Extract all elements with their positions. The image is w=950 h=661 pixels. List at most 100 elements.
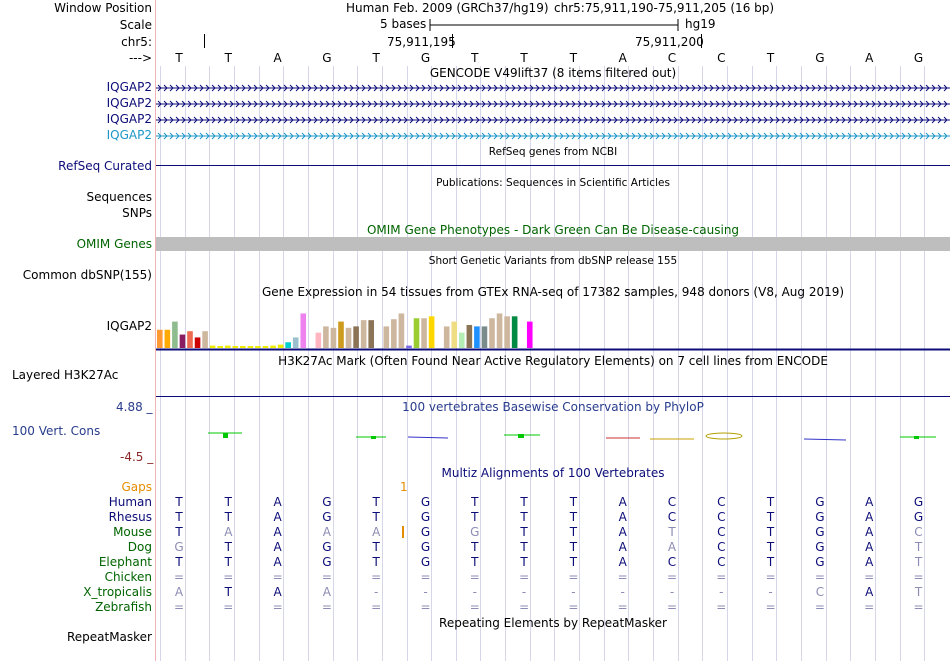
alignment-base: G [913, 510, 924, 524]
strand-chevron [571, 84, 576, 92]
gencode-gene-lines[interactable] [156, 80, 950, 144]
alignment-base: T [766, 495, 775, 509]
strand-chevron [415, 100, 420, 108]
strand-chevron [547, 132, 552, 140]
strand-chevron [577, 84, 582, 92]
position-label[interactable]: chr5:75,911,190-75,911,205 (16 bp) [554, 1, 775, 15]
gtex-gene-label[interactable]: IQGAP2 [106, 319, 152, 333]
strand-chevron [523, 100, 528, 108]
strand-chevron [793, 132, 798, 140]
species-label[interactable]: Rhesus [108, 510, 152, 524]
strand-chevron [493, 100, 498, 108]
species-label[interactable]: Human [108, 495, 152, 509]
strand-chevron [595, 132, 600, 140]
gtex-tissue-bar [300, 313, 307, 348]
strand-chevron [793, 84, 798, 92]
alignment-base: = [666, 600, 678, 614]
strand-chevron [877, 116, 882, 124]
strand-chevron [907, 132, 912, 140]
strand-chevron [907, 116, 912, 124]
omim-label[interactable]: OMIM Genes [76, 237, 152, 251]
gencode-gene-label[interactable]: IQGAP2 [106, 112, 152, 126]
strand-chevron [439, 116, 444, 124]
strand-chevron [313, 132, 318, 140]
species-label[interactable]: Dog [127, 540, 152, 554]
coord-tick [452, 34, 453, 48]
alignment-base: = [765, 570, 776, 584]
strand-chevron [337, 132, 342, 140]
repeatmasker-label[interactable]: RepeatMasker [66, 630, 152, 644]
gencode-gene-label[interactable]: IQGAP2 [106, 80, 152, 94]
strand-chevron [781, 100, 786, 108]
base-letter: G [913, 51, 924, 65]
alignment-base: A [865, 510, 874, 524]
strand-chevron [937, 116, 942, 124]
phylop-signal[interactable] [156, 428, 950, 444]
alignment-base: = [864, 570, 875, 584]
strand-chevron [613, 116, 618, 124]
alignment-base: T [471, 555, 479, 569]
coord-label-2: 75,911,200 [635, 35, 704, 49]
strand-chevron [883, 100, 888, 108]
gtex-tissue-bar [353, 326, 359, 348]
sequences-label[interactable]: Sequences [86, 190, 152, 204]
strand-chevron [775, 84, 780, 92]
alignment-base: A [618, 525, 627, 539]
alignment-base: = [272, 600, 283, 614]
refseq-label[interactable]: RefSeq Curated [58, 159, 152, 173]
species-label[interactable]: Mouse [113, 525, 152, 539]
strand-chevron [277, 116, 282, 124]
strand-chevron [757, 116, 762, 124]
alignment-base: = [321, 600, 332, 614]
species-label[interactable]: Chicken [104, 570, 152, 584]
gtex-tissue-bar [511, 316, 518, 348]
strand-chevron [421, 84, 426, 92]
alignment-base: G [470, 525, 480, 539]
strand-chevron [463, 100, 468, 108]
strand-chevron [313, 84, 318, 92]
alignment-base: T [224, 540, 232, 554]
strand-chevron [697, 116, 702, 124]
h3k27ac-label[interactable]: Layered H3K27Ac [12, 368, 119, 382]
alignment-base: T [766, 525, 775, 539]
strand-chevron [349, 132, 354, 140]
strand-chevron [679, 132, 684, 140]
species-label[interactable]: Zebrafish [95, 600, 152, 614]
strand-chevron [553, 132, 558, 140]
strand-chevron [367, 132, 372, 140]
strand-chevron [823, 100, 828, 108]
alignment-base: A [273, 510, 282, 524]
phylop-label[interactable]: 100 Vert. Cons [12, 424, 101, 438]
strand-chevron [541, 100, 546, 108]
strand-chevron [727, 100, 732, 108]
strand-chevron [721, 84, 726, 92]
gtex-bar-chart[interactable] [156, 300, 950, 351]
strand-chevron [709, 132, 714, 140]
snps-label[interactable]: SNPs [122, 206, 152, 220]
label-divider [155, 0, 156, 661]
species-label[interactable]: X_tropicalis [83, 585, 152, 599]
strand-chevron [793, 116, 798, 124]
gencode-gene-label[interactable]: IQGAP2 [106, 96, 152, 110]
strand-chevron [319, 100, 324, 108]
strand-chevron [331, 116, 336, 124]
base-letter: G [815, 51, 825, 65]
strand-chevron [703, 84, 708, 92]
alignment-base: = [469, 570, 480, 584]
alignment-base: A [322, 585, 331, 599]
strand-chevron [781, 132, 786, 140]
gaps-label[interactable]: Gaps [121, 480, 152, 494]
gencode-gene-label[interactable]: IQGAP2 [106, 128, 152, 142]
strand-chevron [763, 132, 768, 140]
strand-chevron [493, 116, 498, 124]
h3k27ac-track-title: H3K27Ac Mark (Often Found Near Active Re… [278, 354, 828, 368]
strand-chevron [187, 100, 192, 108]
species-label[interactable]: Elephant [98, 555, 152, 569]
strand-chevron [775, 132, 780, 140]
strand-chevron [793, 100, 798, 108]
strand-chevron [421, 132, 426, 140]
strand-chevron [697, 84, 702, 92]
omim-bar[interactable] [156, 237, 950, 251]
strand-chevron [295, 132, 300, 140]
dbsnp-label[interactable]: Common dbSNP(155) [22, 268, 152, 282]
